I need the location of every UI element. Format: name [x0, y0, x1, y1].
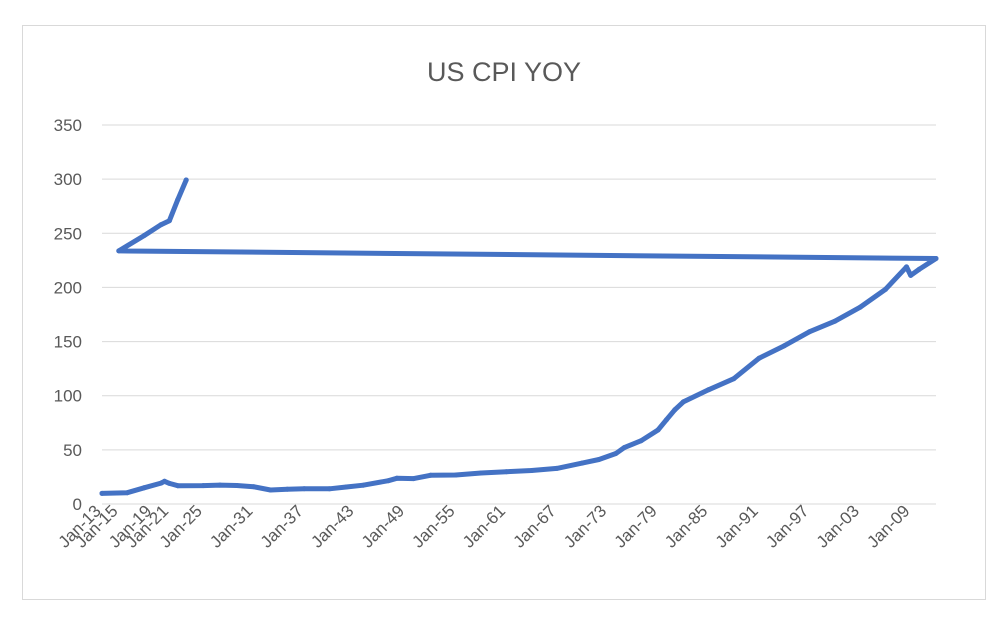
x-tick-label: Jan-85	[661, 501, 711, 551]
data-point	[251, 484, 257, 490]
data-point	[503, 469, 509, 475]
data-point	[343, 484, 349, 490]
data-point	[663, 417, 669, 423]
series-layer	[99, 177, 939, 496]
y-tick-label: 50	[63, 441, 82, 460]
data-point	[453, 472, 459, 478]
data-point	[124, 490, 130, 496]
data-point	[904, 264, 909, 270]
data-point	[680, 399, 686, 405]
y-tick-label: 150	[54, 333, 82, 352]
y-tick-label: 350	[54, 116, 82, 135]
data-point	[529, 468, 535, 473]
x-tick-label: Jan-09	[863, 501, 913, 551]
data-point	[916, 266, 922, 272]
data-point	[327, 486, 332, 492]
data-point	[284, 486, 290, 492]
data-point	[613, 451, 619, 456]
y-axis-ticks: 0 50 100 150 200 250 300 350	[54, 116, 82, 514]
x-tick-label: Jan-37	[257, 501, 307, 551]
data-point	[756, 355, 762, 361]
data-point	[166, 218, 172, 224]
data-point	[162, 478, 167, 484]
data-point	[158, 222, 164, 228]
y-tick-label: 300	[54, 170, 82, 189]
data-point	[933, 256, 939, 261]
data-point	[175, 197, 181, 203]
data-point	[883, 286, 888, 292]
data-point	[175, 483, 181, 489]
data-point	[234, 483, 240, 488]
x-tick-label: Jan-73	[560, 501, 610, 551]
data-point	[183, 177, 189, 183]
y-tick-label: 250	[54, 224, 82, 243]
data-points	[99, 177, 939, 496]
data-point	[166, 480, 172, 486]
data-point	[394, 475, 400, 481]
x-tick-label: Jan-43	[307, 501, 357, 551]
x-tick-label: Jan-97	[762, 501, 812, 551]
x-tick-label: Jan-55	[408, 501, 458, 551]
data-point	[411, 476, 417, 482]
y-tick-label: 100	[54, 387, 82, 406]
data-point	[217, 482, 223, 488]
data-point	[301, 486, 307, 492]
data-point	[655, 427, 661, 433]
x-tick-label: Jan-49	[358, 501, 408, 551]
data-point	[638, 438, 644, 444]
data-point	[596, 457, 602, 462]
chart-title: US CPI YOY	[426, 57, 582, 87]
y-tick-label: 0	[73, 495, 82, 514]
data-point	[579, 460, 585, 466]
data-point	[200, 483, 206, 489]
line-chart: 0 50 100 150 200 250 300 350 Jan-13 Jan-19 Jan-25…	[54, 116, 939, 552]
x-axis-ticks: Jan-13 Jan-19 Jan-25 Jan-31 Jan-37 Jan-43 Jan-…	[55, 501, 914, 551]
x-tick-label: Jan-03	[813, 501, 863, 551]
series-line	[99, 177, 939, 496]
data-point	[706, 387, 711, 393]
data-point	[428, 472, 433, 478]
data-point	[478, 470, 484, 476]
y-tick-label: 200	[54, 278, 82, 297]
data-point	[141, 485, 147, 491]
data-point	[857, 304, 863, 310]
data-point	[807, 329, 813, 335]
data-point	[832, 318, 838, 324]
x-tick-label: Jan-61	[459, 501, 509, 551]
data-point	[141, 233, 147, 239]
data-point	[268, 487, 273, 493]
chart-frame: US CPI YOY 0 50 100 150 200 250 300 350 Jan-13 J…	[22, 25, 986, 600]
x-tick-label: Jan-31	[206, 501, 256, 551]
x-tick-label: Jan-79	[611, 501, 661, 551]
data-point	[621, 445, 627, 451]
data-point	[116, 248, 122, 254]
data-point	[908, 272, 914, 278]
x-tick-label: Jan-67	[510, 501, 560, 551]
data-point	[731, 376, 737, 382]
data-point	[672, 407, 678, 413]
gridlines	[102, 124, 936, 505]
data-point	[554, 465, 560, 471]
data-point	[781, 343, 787, 349]
data-point	[99, 490, 105, 496]
data-point	[385, 478, 391, 484]
data-point	[360, 482, 366, 488]
x-tick-label: Jan-91	[712, 501, 762, 551]
